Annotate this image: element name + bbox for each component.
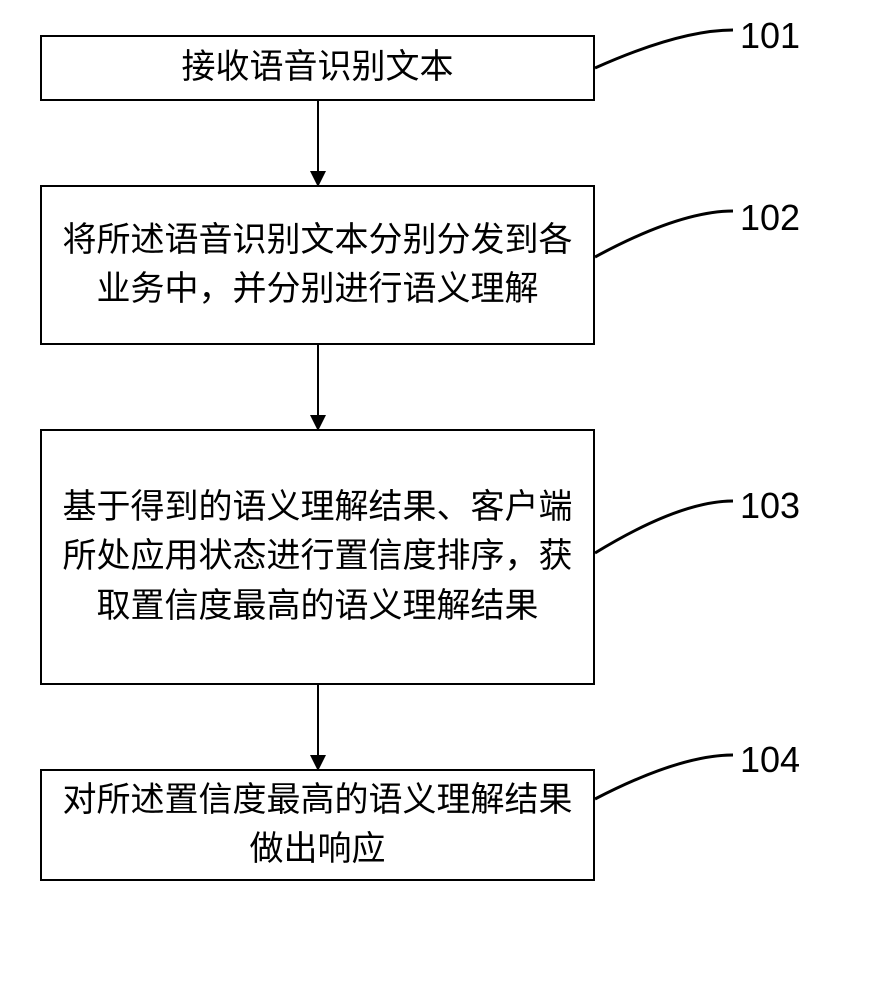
- step-box-103: 基于得到的语义理解结果、客户端所处应用状态进行置信度排序，获取置信度最高的语义理…: [40, 429, 595, 685]
- step-text-103: 基于得到的语义理解结果、客户端所处应用状态进行置信度排序，获取置信度最高的语义理…: [58, 483, 577, 631]
- step-label-102: 102: [740, 197, 800, 239]
- arrow-wrap-2: [40, 685, 595, 769]
- callout-curve: [40, 185, 41, 186]
- step-104: 对所述置信度最高的语义理解结果做出响应104: [40, 769, 790, 881]
- step-text-102: 将所述语音识别文本分别分发到各业务中，并分别进行语义理解: [58, 216, 577, 315]
- step-101: 接收语音识别文本101: [40, 35, 790, 101]
- callout-curve: [40, 35, 41, 36]
- step-text-101: 接收语音识别文本: [182, 43, 454, 92]
- step-label-101: 101: [740, 15, 800, 57]
- arrow-down: [298, 685, 338, 773]
- step-label-103: 103: [740, 485, 800, 527]
- flowchart-container: 接收语音识别文本101 将所述语音识别文本分别分发到各业务中，并分别进行语义理解1…: [40, 35, 790, 881]
- arrow-wrap-0: [40, 101, 595, 185]
- step-103: 基于得到的语义理解结果、客户端所处应用状态进行置信度排序，获取置信度最高的语义理…: [40, 429, 790, 685]
- step-box-104: 对所述置信度最高的语义理解结果做出响应: [40, 769, 595, 881]
- arrow-wrap-1: [40, 345, 595, 429]
- arrow-down: [298, 101, 338, 189]
- step-box-101: 接收语音识别文本: [40, 35, 595, 101]
- step-102: 将所述语音识别文本分别分发到各业务中，并分别进行语义理解102: [40, 185, 790, 345]
- step-box-102: 将所述语音识别文本分别分发到各业务中，并分别进行语义理解: [40, 185, 595, 345]
- arrow-down: [298, 345, 338, 433]
- callout-curve: [40, 429, 41, 430]
- step-text-104: 对所述置信度最高的语义理解结果做出响应: [58, 776, 577, 875]
- step-label-104: 104: [740, 739, 800, 781]
- callout-curve: [40, 769, 41, 770]
